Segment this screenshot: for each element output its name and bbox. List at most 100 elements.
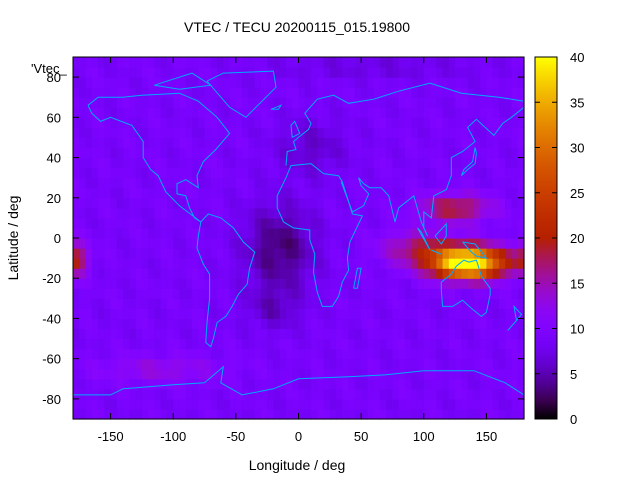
heatmap-cell: [423, 328, 431, 340]
heatmap-cell: [467, 348, 475, 360]
heatmap-cell: [386, 248, 394, 259]
heatmap-cell: [417, 67, 425, 78]
heatmap-cell: [260, 87, 268, 98]
heatmap-cell: [298, 348, 306, 360]
heatmap-cell: [110, 408, 118, 420]
heatmap-cell: [91, 227, 99, 239]
heatmap-cell: [442, 368, 450, 380]
heatmap-cell: [342, 378, 350, 390]
heatmap-cell: [423, 368, 431, 380]
heatmap-cell: [79, 137, 87, 149]
heatmap-cell: [173, 147, 181, 159]
heatmap-cell: [436, 167, 444, 179]
heatmap-cell: [104, 107, 112, 118]
heatmap-cell: [480, 97, 488, 108]
heatmap-cell: [292, 67, 300, 78]
heatmap-cell: [160, 207, 168, 219]
heatmap-cell: [511, 298, 519, 309]
heatmap-cell: [148, 137, 156, 149]
heatmap-cell: [223, 268, 231, 279]
heatmap-cell: [505, 147, 513, 159]
heatmap-cell: [417, 368, 425, 380]
heatmap-cell: [342, 348, 350, 360]
heatmap-cell: [123, 328, 130, 340]
heatmap-cell: [317, 147, 325, 159]
heatmap-cell: [141, 177, 149, 189]
heatmap-cell: [342, 127, 350, 139]
heatmap-cell: [323, 328, 331, 340]
heatmap-cell: [455, 227, 462, 239]
heatmap-cell: [85, 278, 93, 289]
heatmap-cell: [480, 147, 488, 159]
heatmap-cell: [442, 157, 450, 169]
heatmap-cell: [141, 217, 149, 229]
heatmap-cell: [223, 348, 231, 360]
heatmap-cell: [123, 308, 130, 320]
heatmap-cell: [179, 67, 187, 78]
heatmap-cell: [423, 227, 431, 239]
heatmap-cell: [492, 207, 500, 219]
heatmap-cell: [104, 167, 112, 179]
heatmap-cell: [373, 177, 381, 189]
heatmap-cell: [135, 328, 143, 340]
heatmap-cell: [423, 358, 431, 370]
heatmap-cell: [311, 177, 318, 189]
heatmap-cell: [398, 77, 406, 88]
heatmap-cell: [461, 358, 469, 370]
heatmap-cell: [492, 227, 500, 239]
heatmap-cell: [498, 197, 506, 209]
heatmap-cell: [342, 107, 350, 118]
heatmap-cell: [517, 408, 525, 420]
heatmap-cell: [73, 408, 80, 420]
heatmap-cell: [361, 348, 368, 360]
heatmap-cell: [361, 127, 368, 139]
heatmap-cell: [304, 238, 312, 249]
heatmap-cell: [73, 248, 80, 259]
heatmap-cell: [448, 298, 456, 309]
heatmap-cell: [85, 328, 93, 340]
heatmap-cell: [323, 358, 331, 370]
heatmap-cell: [217, 278, 224, 289]
heatmap-cell: [373, 97, 381, 108]
heatmap-cell: [248, 147, 256, 159]
heatmap-cell: [311, 358, 318, 370]
heatmap-cell: [367, 388, 375, 400]
heatmap-cell: [373, 207, 381, 219]
heatmap-cell: [204, 107, 212, 118]
heatmap-cell: [323, 248, 331, 259]
heatmap-cell: [336, 348, 343, 360]
heatmap-cell: [192, 57, 199, 68]
heatmap-cell: [423, 318, 431, 330]
heatmap-cell: [329, 117, 337, 128]
heatmap-cell: [148, 318, 156, 330]
heatmap-cell: [292, 238, 300, 249]
heatmap-cell: [361, 177, 368, 189]
heatmap-cell: [304, 187, 312, 199]
heatmap-cell: [85, 157, 93, 169]
heatmap-cell: [285, 368, 293, 380]
heatmap-cell: [461, 137, 469, 149]
heatmap-cell: [210, 117, 218, 128]
heatmap-cell: [298, 137, 306, 149]
heatmap-cell: [517, 258, 525, 269]
heatmap-cell: [73, 258, 80, 269]
heatmap-cell: [235, 408, 243, 420]
heatmap-cell: [204, 368, 212, 380]
heatmap-cell: [185, 308, 193, 320]
heatmap-cell: [329, 398, 337, 410]
heatmap-cell: [210, 258, 218, 269]
heatmap-cell: [298, 107, 306, 118]
heatmap-cell: [348, 157, 356, 169]
heatmap-cell: [304, 248, 312, 259]
key-label: 'Vtec_: [31, 61, 67, 76]
heatmap-cell: [505, 278, 513, 289]
heatmap-cell: [342, 197, 350, 209]
heatmap-cell: [379, 87, 387, 98]
heatmap-cell: [461, 117, 469, 128]
heatmap-cell: [292, 278, 300, 289]
heatmap-cell: [517, 167, 525, 179]
heatmap-cell: [248, 378, 256, 390]
heatmap-cell: [229, 137, 237, 149]
y-tick-label: -80: [42, 392, 61, 407]
heatmap-cell: [480, 238, 488, 249]
